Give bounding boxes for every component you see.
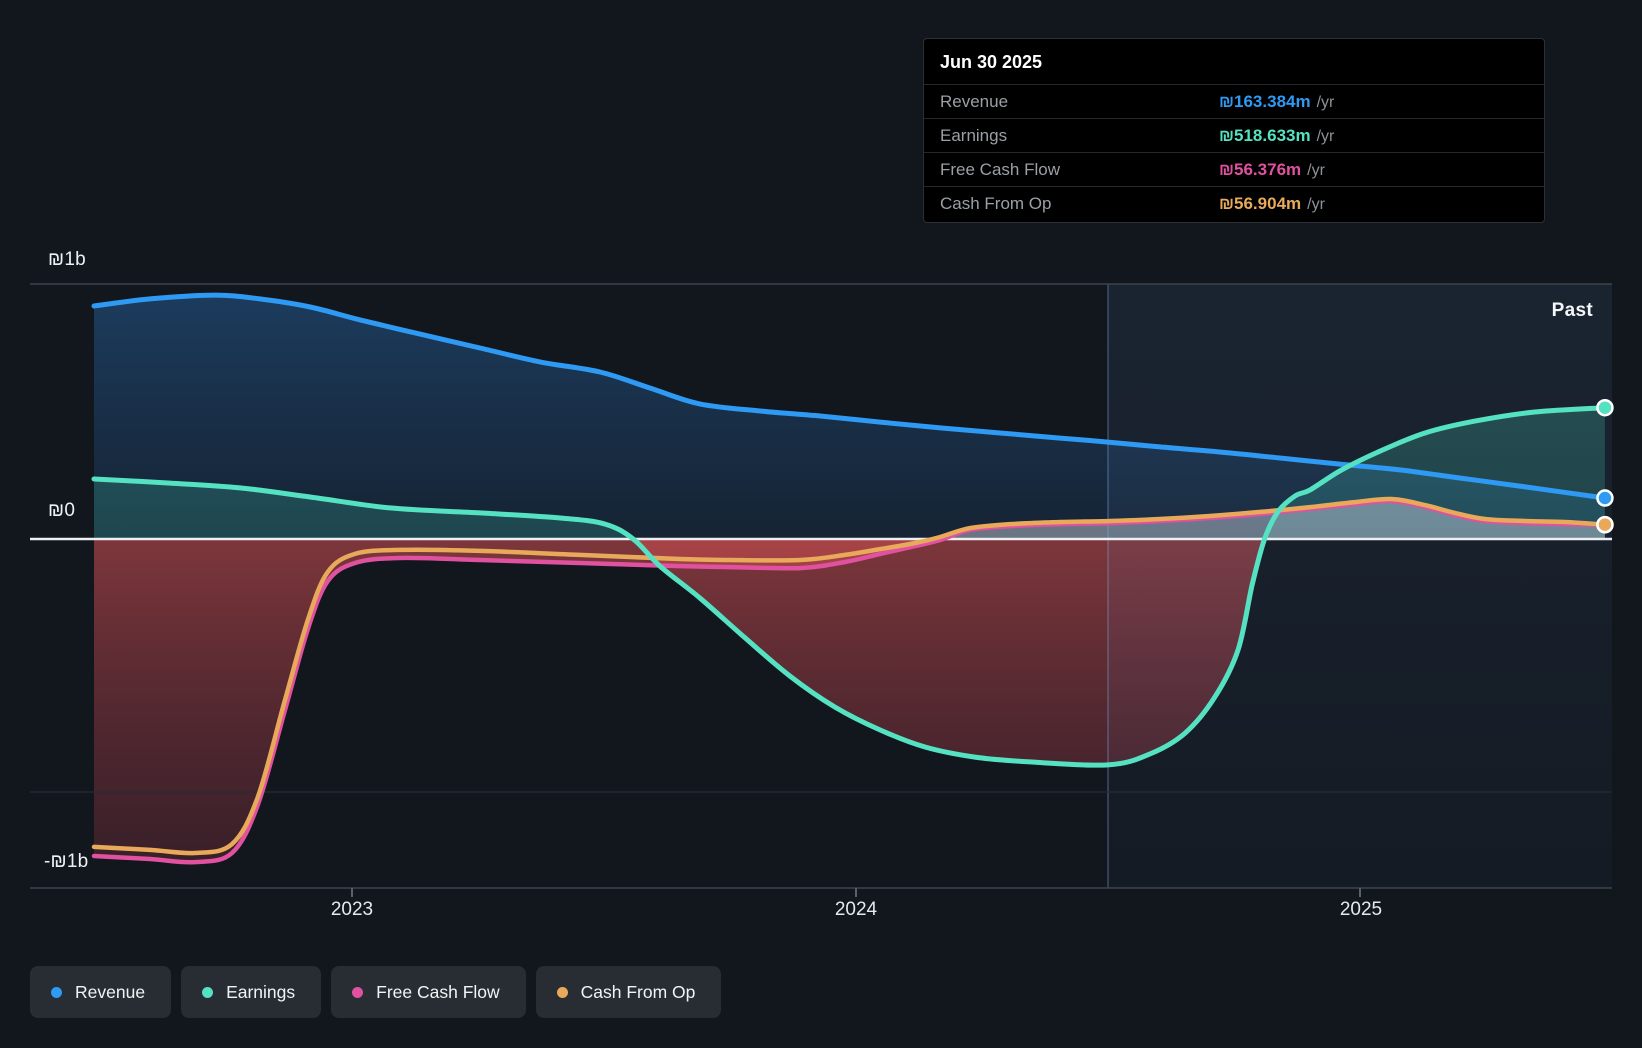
legend-item-earnings[interactable]: Earnings — [181, 966, 322, 1018]
x-axis-label-2025: 2025 — [1339, 899, 1383, 920]
legend-item-cash-from-op[interactable]: Cash From Op — [535, 966, 722, 1018]
tooltip-unit: /yr — [1316, 127, 1335, 145]
tooltip-unit: /yr — [1307, 195, 1325, 213]
tooltip-label: Earnings — [940, 125, 1008, 145]
revenue-dot-icon — [51, 986, 62, 998]
tooltip-value: ₪163.384m — [1219, 91, 1311, 111]
tooltip-row-earnings: Earnings ₪518.633m/yr — [924, 118, 1544, 152]
chart-legend: Revenue Earnings Free Cash Flow Cash Fro… — [30, 966, 722, 1018]
tooltip-label: Revenue — [940, 91, 1009, 111]
legend-label: Revenue — [75, 981, 146, 1002]
tooltip-value: ₪56.904m — [1219, 193, 1302, 213]
legend-item-free-cash-flow[interactable]: Free Cash Flow — [331, 966, 526, 1018]
tooltip-date: Jun 30 2025 — [940, 52, 1043, 72]
free-cash-flow-dot-icon — [352, 986, 364, 998]
legend-label: Earnings — [226, 981, 296, 1002]
tooltip-value: ₪518.633m — [1219, 125, 1311, 145]
tooltip-value: ₪56.376m — [1219, 159, 1302, 179]
tooltip-row-cash-from-op: Cash From Op ₪56.904m/yr — [924, 186, 1544, 220]
y-axis-label-1b: ₪1b — [48, 249, 86, 270]
legend-item-revenue[interactable]: Revenue — [30, 966, 172, 1018]
x-axis-label-2023: 2023 — [330, 899, 374, 920]
tooltip-row-revenue: Revenue ₪163.384m/yr — [924, 84, 1544, 118]
x-axis-label-2024: 2024 — [834, 899, 878, 920]
cash-from-op-dot-icon — [556, 986, 568, 998]
legend-label: Free Cash Flow — [376, 981, 500, 1002]
tooltip-unit: /yr — [1307, 161, 1325, 179]
tooltip-row-free-cash-flow: Free Cash Flow ₪56.376m/yr — [924, 152, 1544, 186]
past-region-label: Past — [1551, 300, 1593, 321]
y-axis-label-neg1b: -₪1b — [44, 851, 89, 872]
chart-tooltip: Jun 30 2025 Revenue ₪163.384m/yr Earning… — [923, 38, 1545, 223]
y-axis-label-0: ₪0 — [48, 500, 76, 521]
tooltip-label: Cash From Op — [940, 193, 1052, 213]
legend-label: Cash From Op — [580, 981, 696, 1002]
tooltip-unit: /yr — [1316, 93, 1335, 111]
tooltip-label: Free Cash Flow — [940, 159, 1060, 179]
earnings-dot-icon — [202, 986, 214, 998]
